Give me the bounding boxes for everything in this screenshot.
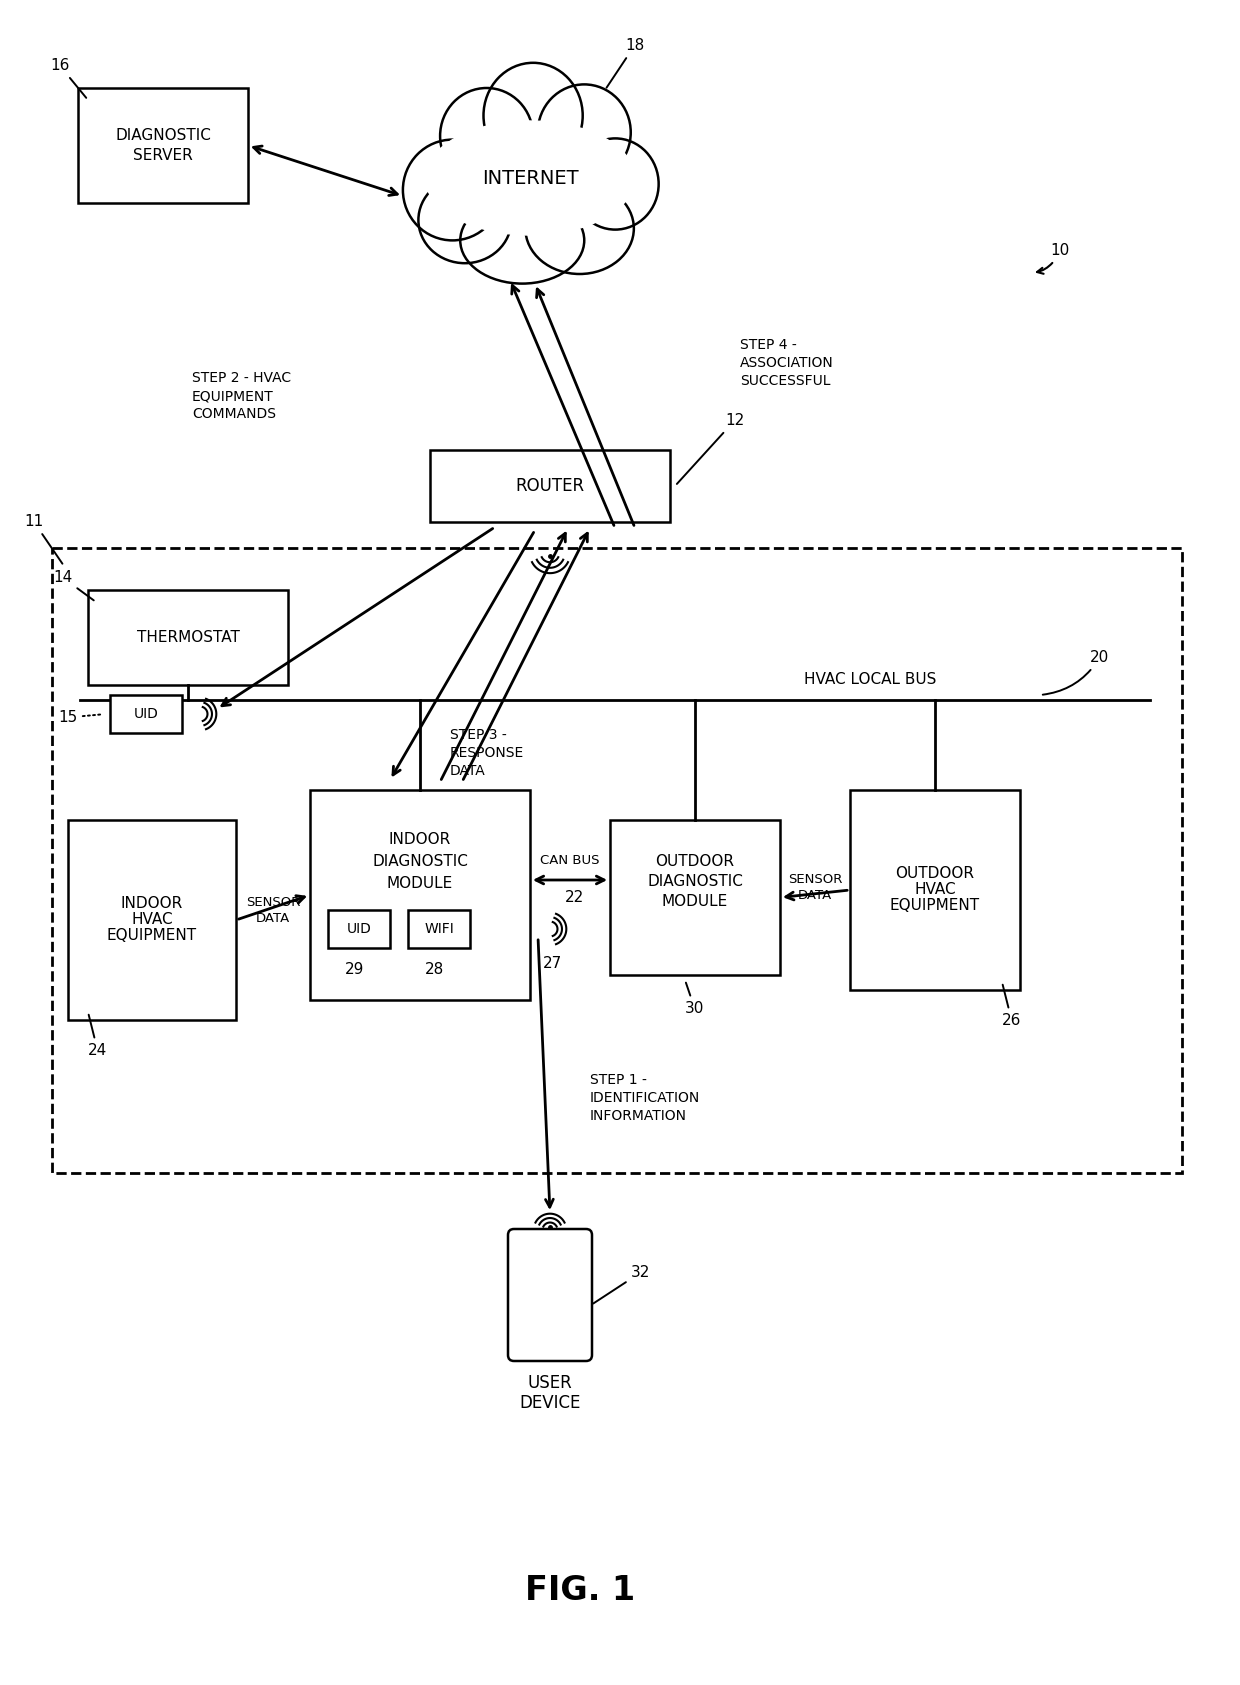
Text: DIAGNOSTIC: DIAGNOSTIC xyxy=(372,854,467,869)
Ellipse shape xyxy=(403,140,502,241)
Text: 29: 29 xyxy=(345,962,365,977)
Text: 14: 14 xyxy=(53,570,94,600)
Text: 15: 15 xyxy=(58,709,103,725)
Text: EQUIPMENT: EQUIPMENT xyxy=(107,928,197,944)
Bar xyxy=(408,910,470,949)
FancyBboxPatch shape xyxy=(508,1228,591,1361)
Text: FIG. 1: FIG. 1 xyxy=(525,1574,635,1606)
Text: SUCCESSFUL: SUCCESSFUL xyxy=(740,374,831,388)
Bar xyxy=(610,821,780,976)
Text: INTERNET: INTERNET xyxy=(481,168,578,187)
Text: 26: 26 xyxy=(1002,984,1022,1028)
Text: OUTDOOR: OUTDOOR xyxy=(656,854,734,869)
Bar xyxy=(78,88,248,202)
Text: WIFI: WIFI xyxy=(424,922,454,935)
Text: 10: 10 xyxy=(1037,243,1069,273)
Text: UID: UID xyxy=(346,922,372,935)
Ellipse shape xyxy=(572,138,658,229)
Text: USER: USER xyxy=(528,1373,573,1392)
Text: EQUIPMENT: EQUIPMENT xyxy=(890,898,980,913)
Text: 20: 20 xyxy=(1043,650,1110,694)
Text: INDOOR: INDOOR xyxy=(120,896,184,912)
Ellipse shape xyxy=(526,182,634,275)
Text: DATA: DATA xyxy=(450,763,486,778)
Text: 12: 12 xyxy=(677,413,744,484)
Text: 18: 18 xyxy=(606,39,645,88)
Text: THERMOSTAT: THERMOSTAT xyxy=(136,630,239,645)
Text: SENSOR: SENSOR xyxy=(246,895,300,908)
Bar xyxy=(68,821,236,1019)
Text: SERVER: SERVER xyxy=(133,148,193,163)
Text: HVAC: HVAC xyxy=(914,883,956,898)
Text: 30: 30 xyxy=(684,982,704,1016)
Ellipse shape xyxy=(538,84,631,180)
Text: INDOOR: INDOOR xyxy=(389,832,451,848)
Ellipse shape xyxy=(425,121,635,234)
Text: ASSOCIATION: ASSOCIATION xyxy=(740,356,833,371)
Ellipse shape xyxy=(418,177,511,263)
Text: STEP 3 -: STEP 3 - xyxy=(450,728,507,741)
Bar xyxy=(52,548,1182,1173)
Text: DIAGNOSTIC: DIAGNOSTIC xyxy=(647,875,743,890)
Text: ROUTER: ROUTER xyxy=(516,477,584,495)
Text: STEP 4 -: STEP 4 - xyxy=(740,339,797,352)
Text: INFORMATION: INFORMATION xyxy=(590,1109,687,1122)
Bar xyxy=(329,910,391,949)
Text: DEVICE: DEVICE xyxy=(520,1393,580,1412)
Text: 27: 27 xyxy=(542,957,562,972)
Bar xyxy=(430,450,670,522)
Text: OUTDOOR: OUTDOOR xyxy=(895,866,975,881)
Text: HVAC LOCAL BUS: HVAC LOCAL BUS xyxy=(804,672,936,687)
Text: DIAGNOSTIC: DIAGNOSTIC xyxy=(115,128,211,143)
Ellipse shape xyxy=(484,62,583,168)
Text: 22: 22 xyxy=(565,890,584,905)
Text: RESPONSE: RESPONSE xyxy=(450,746,525,760)
Text: CAN BUS: CAN BUS xyxy=(541,854,600,866)
Text: STEP 2 - HVAC: STEP 2 - HVAC xyxy=(192,371,291,384)
Text: MODULE: MODULE xyxy=(387,876,453,891)
Text: DATA: DATA xyxy=(797,890,832,901)
Text: 11: 11 xyxy=(24,514,62,564)
Text: HVAC: HVAC xyxy=(131,913,172,927)
Text: IDENTIFICATION: IDENTIFICATION xyxy=(590,1090,701,1105)
Text: COMMANDS: COMMANDS xyxy=(192,408,277,421)
Text: MODULE: MODULE xyxy=(662,895,728,910)
Text: SENSOR: SENSOR xyxy=(787,873,842,886)
Text: UID: UID xyxy=(134,708,159,721)
Ellipse shape xyxy=(422,118,639,238)
Ellipse shape xyxy=(460,197,584,283)
Text: EQUIPMENT: EQUIPMENT xyxy=(192,389,274,403)
Text: STEP 1 -: STEP 1 - xyxy=(590,1073,647,1087)
Text: DATA: DATA xyxy=(255,912,290,925)
Bar xyxy=(88,590,288,686)
Bar xyxy=(310,790,529,999)
Text: 16: 16 xyxy=(50,57,87,98)
Text: 28: 28 xyxy=(425,962,445,977)
Bar xyxy=(849,790,1021,991)
Text: 32: 32 xyxy=(593,1265,650,1304)
Bar xyxy=(110,694,182,733)
Text: 24: 24 xyxy=(88,1014,107,1058)
Ellipse shape xyxy=(440,88,533,184)
